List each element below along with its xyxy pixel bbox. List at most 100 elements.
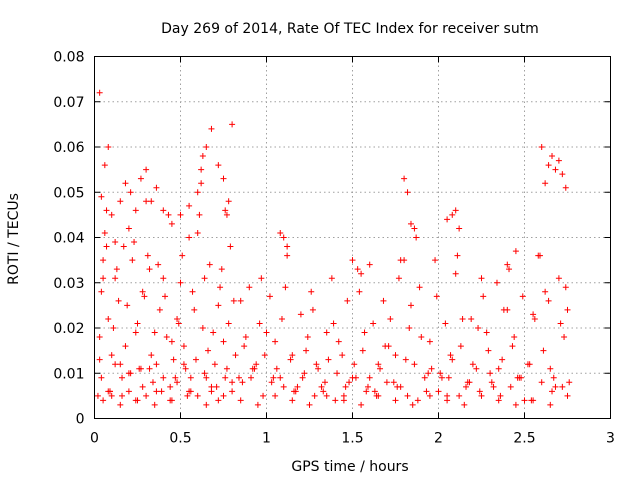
data-point	[402, 356, 409, 363]
data-point	[549, 153, 556, 160]
data-point	[94, 392, 101, 399]
data-point	[132, 207, 139, 214]
data-point	[509, 343, 516, 350]
data-point	[148, 198, 155, 205]
data-point	[461, 401, 468, 408]
data-point	[210, 329, 217, 336]
data-point	[153, 184, 160, 191]
data-point	[170, 356, 177, 363]
data-point	[423, 388, 430, 395]
data-point	[540, 347, 547, 354]
data-point	[194, 392, 201, 399]
data-point	[504, 306, 511, 313]
data-point	[531, 315, 538, 322]
data-point	[561, 334, 568, 341]
data-point	[120, 243, 127, 250]
data-point	[186, 234, 193, 241]
data-point	[205, 347, 212, 354]
data-point	[229, 379, 236, 386]
data-point	[174, 315, 181, 322]
data-point	[375, 392, 382, 399]
data-point	[311, 392, 318, 399]
data-point	[280, 383, 287, 390]
data-point	[186, 202, 193, 209]
data-point	[557, 320, 564, 327]
data-point	[162, 293, 169, 300]
data-point	[366, 261, 373, 268]
data-point	[132, 329, 139, 336]
data-point	[273, 365, 280, 372]
data-point	[103, 243, 110, 250]
y-tick-label: 0.05	[53, 185, 84, 201]
data-point	[552, 383, 559, 390]
data-point	[229, 121, 236, 128]
data-point	[468, 315, 475, 322]
data-point	[146, 365, 153, 372]
axis-ticks: 0 0.5 1 1.5 2 2.5 3 0 0.01 0.02 0.03 0.04 0.05 0.06 0.…	[53, 50, 615, 447]
data-point	[416, 284, 423, 291]
data-point	[124, 302, 131, 309]
x-tick-label: 3	[606, 431, 615, 447]
data-point	[129, 257, 136, 264]
y-tick-label: 0.07	[53, 95, 84, 111]
data-point	[246, 284, 253, 291]
data-point	[452, 207, 459, 214]
data-point	[108, 211, 115, 218]
data-point	[115, 297, 122, 304]
data-point	[499, 356, 506, 363]
data-point	[566, 379, 573, 386]
data-point	[103, 207, 110, 214]
data-point	[268, 379, 275, 386]
data-point	[177, 211, 184, 218]
x-tick-label: 1.5	[341, 431, 363, 447]
data-point	[535, 252, 542, 259]
data-point	[117, 361, 124, 368]
data-point	[444, 397, 451, 404]
data-point	[192, 356, 199, 363]
y-tick-label: 0.06	[53, 140, 84, 156]
data-point	[122, 180, 129, 187]
data-point	[344, 297, 351, 304]
data-point	[261, 352, 268, 359]
data-point	[239, 379, 246, 386]
y-tick-label: 0	[76, 412, 85, 428]
data-point	[223, 211, 230, 218]
data-point	[456, 225, 463, 232]
data-point	[401, 175, 408, 182]
data-point	[227, 243, 234, 250]
data-point	[356, 288, 363, 295]
data-point	[354, 266, 361, 273]
data-point	[131, 239, 138, 246]
data-point	[390, 379, 397, 386]
data-point	[342, 383, 349, 390]
data-point	[220, 338, 227, 345]
data-point	[473, 365, 480, 372]
x-tick-label: 0.5	[169, 431, 191, 447]
data-point	[272, 392, 279, 399]
data-point	[117, 401, 124, 408]
data-point	[263, 329, 270, 336]
data-point	[206, 261, 213, 268]
data-point	[294, 383, 301, 390]
data-point	[497, 392, 504, 399]
data-point	[213, 383, 220, 390]
data-point	[277, 229, 284, 236]
data-point	[320, 388, 327, 395]
data-point	[330, 320, 337, 327]
data-point	[375, 361, 382, 368]
data-point	[459, 315, 466, 322]
data-point	[98, 193, 105, 200]
data-point	[404, 189, 411, 196]
data-point	[371, 388, 378, 395]
data-point	[340, 397, 347, 404]
data-point	[545, 162, 552, 169]
x-tick-label: 1	[262, 431, 271, 447]
data-point	[426, 338, 433, 345]
data-point	[160, 207, 167, 214]
data-point	[96, 89, 103, 96]
data-point	[555, 157, 562, 164]
data-point	[100, 397, 107, 404]
data-point	[493, 279, 500, 286]
data-point	[101, 229, 108, 236]
data-point	[215, 162, 222, 169]
